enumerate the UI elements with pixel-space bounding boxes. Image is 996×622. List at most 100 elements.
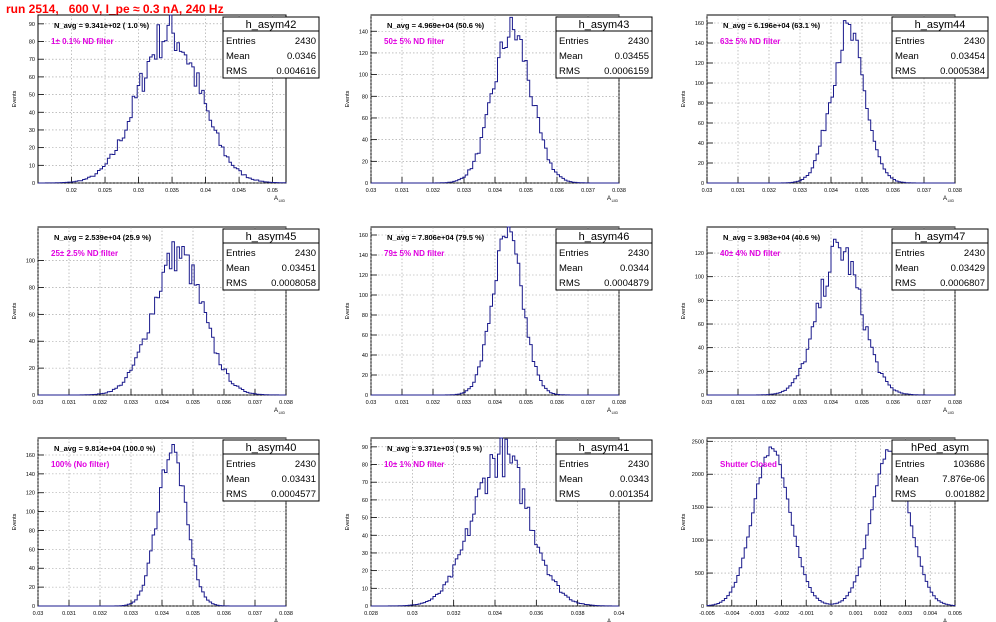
y-tick-label: 160 [695,21,704,27]
x-tick-label: 0.034 [155,400,169,406]
y-tick-label: 100 [695,275,704,281]
y-tick-label: 120 [359,273,368,279]
stats-label: RMS [559,66,580,77]
x-axis-label-subscript: LIID [612,411,619,415]
x-tick-label: 0.038 [571,611,585,617]
stats-label: Entries [895,459,925,470]
stats-title: h_asym44 [915,19,966,31]
y-tick-label: 0 [701,393,704,399]
y-tick-label: 80 [362,94,368,100]
y-tick-label: 140 [26,472,35,478]
stats-label: RMS [559,489,580,500]
x-tick-label: 0.035 [165,188,179,194]
histogram-line [706,446,956,606]
stats-label: Entries [226,248,256,259]
histogram-line [707,20,955,184]
histogram-h_asym47: 0.03 0.031 0.032 0.033 0.034 0.035 0.036 0.037 0… [681,226,989,415]
x-tick-label: 0.03 [366,188,377,194]
stats-label: Mean [895,51,919,62]
x-tick-label: 0.03 [702,188,713,194]
navg-label: N_avg = 4.969e+04 (50.6 %) [387,21,485,30]
x-tick-label: 0.032 [93,400,107,406]
y-tick-label: 30 [29,128,35,134]
y-tick-label: 100 [26,510,35,516]
y-tick-label: 20 [29,585,35,591]
stats-label: Entries [226,459,256,470]
y-tick-label: 140 [359,253,368,259]
y-tick-label: 60 [698,322,704,328]
y-tick-label: 120 [695,251,704,257]
x-tick-label: 0.034 [824,400,838,406]
stats-title: h_asym45 [246,231,297,243]
y-tick-label: 2500 [692,439,704,445]
x-tick-label: 0.031 [62,400,76,406]
stats-box [222,453,320,502]
stats-label: RMS [226,489,247,500]
x-axis-label-subscript: LIID [279,199,286,203]
y-tick-label: 140 [359,29,368,35]
y-tick-label: 10 [29,163,35,169]
stats-title: h_asym42 [246,19,297,31]
histogram-line [38,14,287,184]
x-axis-label-subscript: LIID [279,411,286,415]
stats-box [222,30,320,79]
y-axis-label: Events [12,302,18,319]
y-tick-label: 1500 [692,505,704,511]
x-axis-label-subscript: LIID [948,411,955,415]
y-axis-label: Events [345,90,351,107]
x-tick-label: 0.036 [217,400,231,406]
x-tick-label: 0.038 [612,188,626,194]
stats-label: Entries [895,248,925,259]
y-tick-label: 60 [362,116,368,122]
y-tick-label: 30 [362,551,368,557]
y-axis-label: Events [681,302,687,319]
filter-label: 25± 2.5% ND filter [51,249,118,258]
y-axis-label: Events [12,513,18,530]
x-tick-label: 0.03 [133,188,144,194]
x-tick-label: 0.032 [762,400,776,406]
x-tick-label: 0.005 [948,611,962,617]
y-tick-label: 20 [362,159,368,165]
stats-value: 2430 [964,248,985,259]
x-tick-label: 0.036 [550,188,564,194]
stats-label: Mean [895,474,919,485]
histogram-h_asym44: 0.03 0.031 0.032 0.033 0.034 0.035 0.036 0.037 0… [681,14,989,203]
histogram-line [371,437,619,607]
y-tick-label: 50 [362,516,368,522]
x-tick-label: 0.031 [395,188,409,194]
y-tick-label: 100 [695,81,704,87]
y-tick-label: 70 [29,57,35,63]
stats-box [555,30,653,79]
x-tick-label: 0.001 [849,611,863,617]
stats-label: Mean [226,474,250,485]
x-tick-label: 0.003 [899,611,913,617]
stats-label: RMS [559,278,580,289]
stats-label: RMS [895,489,916,500]
y-tick-label: 0 [365,393,368,399]
x-tick-label: 0.04 [614,611,625,617]
x-tick-label: 0.04 [200,188,211,194]
y-tick-label: 40 [29,566,35,572]
y-tick-label: 70 [362,480,368,486]
y-tick-label: 40 [29,110,35,116]
x-tick-label: 0.033 [124,611,138,617]
stats-title: h_asym41 [579,442,630,454]
x-tick-label: 0.034 [488,611,502,617]
histogram-line [38,241,286,396]
stats-value: 2430 [964,36,985,47]
y-tick-label: 160 [359,233,368,239]
filter-label: 100% (No filter) [51,460,110,469]
x-axis-label: A [943,619,947,622]
stats-value: 0.0343 [620,474,649,485]
stats-label: Mean [559,263,583,274]
filter-label: Shutter Closed [720,460,777,469]
y-tick-label: 120 [26,491,35,497]
x-tick-label: 0.035 [855,188,869,194]
y-tick-label: 1000 [692,538,704,544]
stats-title: h_asym43 [579,19,630,31]
histogram-h_asym43: 0.03 0.031 0.032 0.033 0.034 0.035 0.036 0.037 0… [345,14,653,203]
x-tick-label: 0.034 [488,400,502,406]
x-tick-label: -0.002 [774,611,790,617]
stats-value: 2430 [295,36,316,47]
y-axis-label: Events [12,90,18,107]
